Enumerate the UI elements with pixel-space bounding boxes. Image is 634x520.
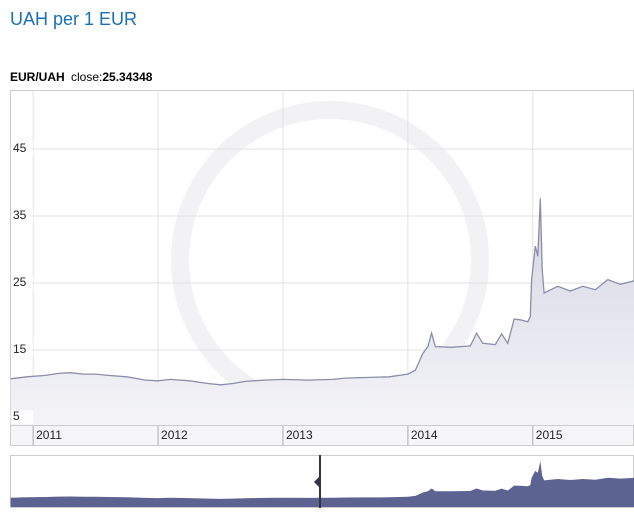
legend: EUR/UAH close:25.34348 [10, 70, 153, 84]
y-tick-bg [11, 141, 33, 156]
x-tick-label: 2013 [286, 428, 313, 442]
x-tick-label: 2014 [411, 428, 438, 442]
y-tick-label: 5 [13, 409, 20, 423]
area [10, 198, 634, 425]
y-tick-label: 45 [13, 141, 27, 155]
legend-close-label: close: [71, 70, 102, 84]
x-tick-label: 2015 [536, 428, 563, 442]
line [10, 198, 634, 386]
y-tick-label: 25 [13, 275, 27, 289]
y-tick-bg [11, 409, 33, 424]
y-tick-bg [11, 342, 33, 357]
legend-pair: EUR/UAH [10, 70, 65, 84]
y-tick-bg [11, 275, 33, 290]
chart-title: UAH per 1 EUR [10, 9, 137, 29]
x-tick-label: 2011 [36, 428, 62, 442]
y-tick-bg [11, 208, 33, 223]
legend-close: 25.34348 [102, 70, 152, 84]
navigator-area [10, 461, 634, 507]
navigator-arrow[interactable] [314, 476, 320, 488]
x-tick-label: 2012 [161, 428, 188, 442]
y-tick-label: 15 [13, 342, 27, 356]
y-tick-label: 35 [13, 208, 27, 222]
